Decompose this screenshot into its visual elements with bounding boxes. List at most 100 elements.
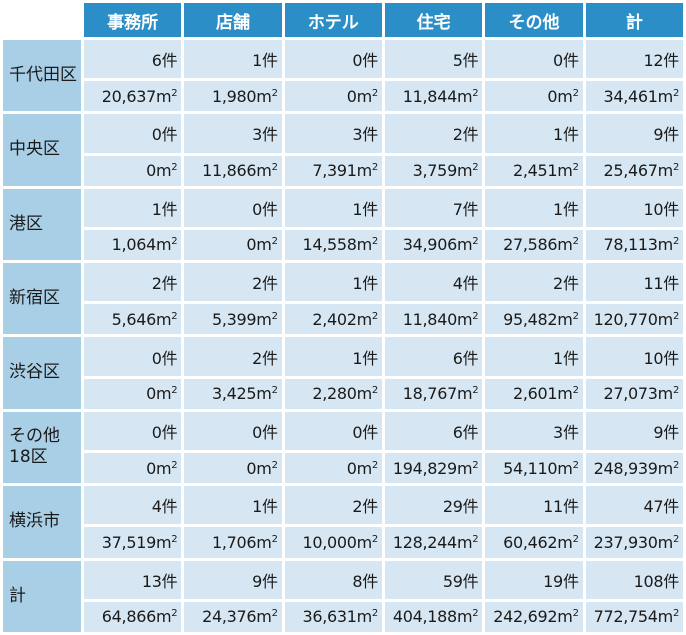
count-cell: 3件	[485, 411, 583, 450]
count-cell: 1件	[284, 188, 382, 227]
area-value: 20,637	[101, 86, 156, 106]
area-value: 0	[346, 458, 357, 478]
area-unit: m	[557, 309, 573, 329]
count-cell: 2件	[184, 263, 282, 302]
area-unit-superscript: 2	[271, 162, 278, 174]
count-value: 4	[151, 497, 162, 517]
area-cell: 60,462m2	[485, 527, 583, 558]
area-value: 27,073	[603, 384, 658, 404]
district-name: 計	[3, 560, 81, 632]
count-value: 0	[151, 422, 162, 442]
area-unit-superscript: 2	[672, 385, 679, 397]
area-unit-superscript: 2	[271, 87, 278, 99]
area-cell: 0m2	[284, 81, 382, 112]
area-unit-superscript: 2	[572, 87, 579, 99]
area-cell: 194,829m2	[384, 452, 483, 484]
count-unit: 件	[362, 125, 378, 145]
area-cell: 0m2	[84, 155, 182, 186]
count-unit: 件	[261, 422, 278, 442]
district-name: 千代田区	[3, 40, 81, 112]
area-cell: 11,844m2	[384, 81, 483, 112]
area-value: 11,866	[202, 161, 257, 181]
area-cell: 0m2	[184, 229, 282, 261]
area-unit-superscript: 2	[171, 162, 178, 174]
area-cell: 0m2	[184, 452, 282, 484]
count-unit: 件	[462, 125, 479, 145]
count-cell: 0件	[184, 188, 282, 227]
count-cell: 1件	[184, 40, 282, 79]
area-cell: 0m2	[84, 378, 182, 409]
area-unit-superscript: 2	[572, 533, 579, 545]
area-value: 54,110	[503, 458, 558, 478]
count-value: 29	[442, 497, 463, 517]
area-cell: 5,399m2	[184, 304, 282, 335]
area-unit-superscript: 2	[472, 236, 479, 248]
count-cell: 0件	[485, 40, 583, 79]
area-value: 5,399	[211, 309, 257, 329]
area-value: 2,601	[512, 384, 558, 404]
count-value: 6	[452, 348, 463, 368]
area-value: 404,188	[392, 607, 457, 627]
table-row-count: 横浜市 4件 1件 2件 29件 11件 47件	[3, 486, 683, 558]
area-unit-superscript: 2	[572, 236, 579, 248]
area-unit-superscript: 2	[572, 385, 579, 397]
count-unit: 件	[462, 199, 479, 219]
area-unit: m	[456, 86, 473, 106]
area-unit: m	[256, 532, 272, 552]
area-unit: m	[256, 607, 272, 627]
area-value: 37,519	[101, 532, 156, 552]
area-unit-superscript: 2	[271, 533, 278, 545]
area-unit: m	[155, 532, 172, 552]
district-name: 中央区	[3, 114, 81, 186]
area-value: 1,980	[211, 86, 257, 106]
count-value: 1	[151, 199, 162, 219]
area-value: 1,706	[211, 532, 257, 552]
area-value: 95,482	[503, 309, 558, 329]
area-cell: 2,601m2	[485, 378, 583, 409]
area-unit: m	[256, 384, 272, 404]
count-cell: 59件	[384, 560, 483, 599]
header-store: 店舗	[184, 3, 282, 37]
count-unit: 件	[663, 125, 679, 145]
area-unit-superscript: 2	[672, 236, 679, 248]
area-cell: 3,425m2	[184, 378, 282, 409]
table-row-count: 新宿区 2件 2件 1件 4件 2件 11件	[3, 263, 683, 335]
area-value: 11,840	[402, 309, 457, 329]
count-cell: 2件	[485, 263, 583, 302]
count-unit: 件	[562, 51, 579, 71]
area-cell: 11,840m2	[384, 304, 483, 335]
count-cell: 11件	[585, 263, 683, 302]
count-cell: 1件	[184, 486, 282, 525]
area-unit: m	[557, 161, 573, 181]
area-unit: m	[657, 161, 674, 181]
area-unit-superscript: 2	[371, 310, 378, 322]
count-cell: 9件	[585, 114, 683, 153]
count-unit: 件	[663, 571, 679, 591]
count-unit: 件	[261, 51, 278, 71]
area-unit-superscript: 2	[171, 459, 178, 471]
count-value: 1	[252, 51, 262, 71]
area-cell: 128,244m2	[384, 527, 483, 558]
area-cell: 1,064m2	[84, 229, 182, 261]
area-unit-superscript: 2	[371, 385, 378, 397]
table-row-count: 計 13件 9件 8件 59件 19件 108件	[3, 560, 683, 632]
area-cell: 27,586m2	[485, 229, 583, 261]
area-unit-superscript: 2	[171, 236, 178, 248]
area-unit: m	[557, 86, 573, 106]
count-cell: 10件	[585, 188, 683, 227]
count-value: 1	[252, 497, 262, 517]
count-unit: 件	[562, 274, 579, 294]
count-cell: 0件	[84, 337, 182, 376]
count-value: 1	[352, 348, 363, 368]
area-cell: 772,754m2	[585, 601, 683, 632]
area-cell: 248,939m2	[585, 452, 683, 484]
count-cell: 2件	[184, 337, 282, 376]
header-corner	[3, 3, 81, 37]
count-value: 1	[553, 199, 563, 219]
table-row-count: 港区 1件 0件 1件 7件 1件 10件	[3, 188, 683, 261]
count-cell: 1件	[284, 337, 382, 376]
area-unit: m	[657, 384, 674, 404]
count-value: 2	[151, 274, 162, 294]
area-cell: 37,519m2	[84, 527, 182, 558]
count-cell: 0件	[184, 411, 282, 450]
